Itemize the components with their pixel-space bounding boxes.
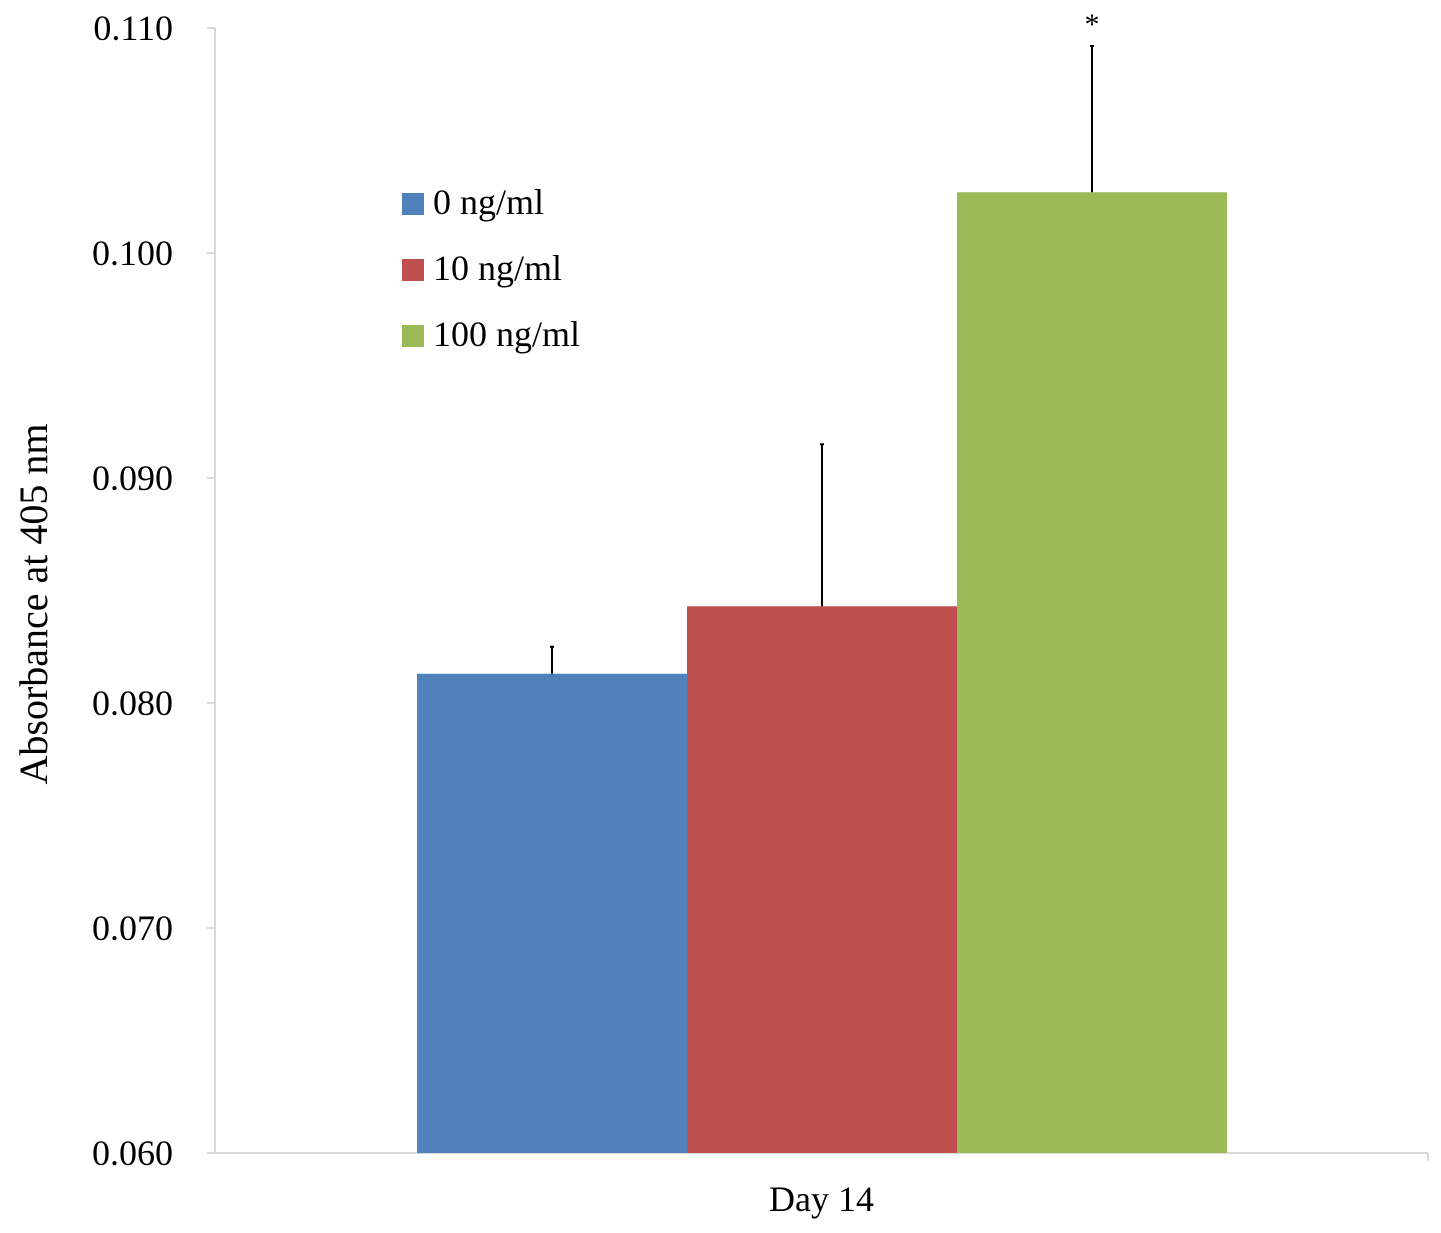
y-tick-label: 0.100 (92, 233, 173, 273)
y-tick-label: 0.090 (92, 458, 173, 498)
y-axis-title: Absorbance at 405 nm (11, 423, 56, 784)
legend-label: 100 ng/ml (433, 314, 580, 354)
y-tick-label: 0.080 (92, 683, 173, 723)
bar-0-ng-ml (417, 673, 687, 1153)
bar-100-ng-ml (957, 192, 1227, 1153)
legend-swatch (402, 259, 424, 281)
legend-label: 10 ng/ml (433, 248, 562, 288)
bars (417, 192, 1227, 1153)
legend-swatch (402, 193, 424, 215)
x-category-label: Day 14 (769, 1179, 874, 1219)
legend: 0 ng/ml 10 ng/ml 100 ng/ml (402, 182, 580, 354)
error-bars: * (550, 8, 1100, 674)
legend-label: 0 ng/ml (433, 182, 544, 222)
y-tick-label: 0.060 (92, 1133, 173, 1173)
axes: 0.060 0.070 0.080 0.090 0.100 0.110 Day 14 (92, 8, 1429, 1219)
significance-marker: * (1085, 8, 1100, 41)
y-tick-label: 0.110 (93, 8, 173, 48)
legend-swatch (402, 325, 424, 347)
bar-10-ng-ml (687, 606, 957, 1153)
y-tick-label: 0.070 (92, 908, 173, 948)
